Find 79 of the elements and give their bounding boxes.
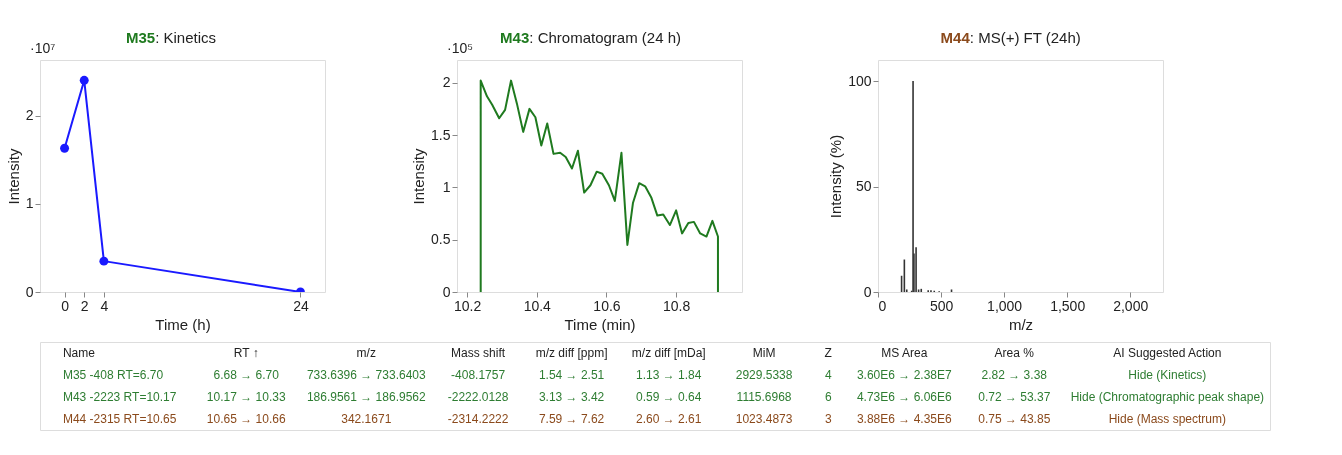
text: 1115.6968 xyxy=(736,390,792,404)
text: 1.13 → 1.84 xyxy=(636,368,702,382)
category-label: m/z diff [mDa] xyxy=(631,346,706,360)
text: M44 -2315 RT=10.65 xyxy=(62,412,177,426)
text: 2.60 → 2.61 xyxy=(636,412,702,426)
x-tick-label: 0 xyxy=(61,297,70,314)
category-label: Mass shift xyxy=(451,346,506,360)
text: M43 -2223 RT=10.17 xyxy=(62,390,177,404)
text: 733.6396 → 733.6403 xyxy=(306,368,426,382)
text: ·10⁷ xyxy=(30,40,56,56)
x-tick-label: 10.8 xyxy=(663,297,691,314)
x-tick-label: 0 xyxy=(878,297,887,314)
text: 0.75 → 43.85 xyxy=(978,412,1051,426)
text: Hide (Mass spectrum) xyxy=(1108,412,1227,426)
y-tick-label: 1 xyxy=(442,178,451,195)
x-tick-label: 24 xyxy=(293,297,309,314)
category-label: AI Suggested Action xyxy=(1113,346,1222,360)
y-tick-label: 50 xyxy=(855,178,872,195)
chart-title: M44: MS(+) FT (24h) xyxy=(940,29,1081,46)
y-tick-label: 0 xyxy=(25,283,34,300)
category-label: MS Area xyxy=(881,346,928,360)
y-tick-label: 0 xyxy=(863,283,872,300)
text: 6 xyxy=(824,390,832,404)
y-tick-label: 2 xyxy=(442,74,451,91)
y-axis-title: Intensity xyxy=(410,148,428,205)
text: Hide (Chromatographic peak shape) xyxy=(1070,390,1265,404)
text: 0.59 → 0.64 xyxy=(636,390,702,404)
chart-title: M43: Chromatogram (24 h) xyxy=(500,29,682,46)
y-tick-label: 0.5 xyxy=(431,231,451,248)
y-tick-label: 100 xyxy=(848,72,872,89)
text: 10.17 → 10.33 xyxy=(206,390,286,404)
text: 7.59 → 7.62 xyxy=(538,412,605,426)
text: 186.9561 → 186.9562 xyxy=(306,390,426,404)
category-label: m/z xyxy=(356,346,376,360)
x-tick-label: 1,000 xyxy=(987,297,1023,314)
text: 3.88E6 → 4.35E6 xyxy=(856,412,952,426)
text: 3 xyxy=(824,412,832,426)
x-axis-title: Time (min) xyxy=(564,315,636,333)
text: Hide (Kinetics) xyxy=(1128,368,1207,382)
y-tick-label: 0 xyxy=(442,283,451,300)
y-tick-label: 1 xyxy=(25,195,34,212)
text: 2929.5338 xyxy=(735,368,793,382)
text: -408.1757 xyxy=(451,368,506,382)
x-tick-label: 1,500 xyxy=(1050,297,1086,314)
category-label: Name xyxy=(62,346,96,360)
y-tick-label: 1.5 xyxy=(431,126,451,143)
x-tick-label: 2 xyxy=(80,297,89,314)
category-label: Z xyxy=(824,346,832,360)
category-label: MiM xyxy=(752,346,776,360)
text: 3.13 → 3.42 xyxy=(538,390,605,404)
text: 6.68 → 6.70 xyxy=(213,368,280,382)
text: 342.1671 xyxy=(341,412,392,426)
text: 10.65 → 10.66 xyxy=(206,412,286,426)
x-tick-label: 10.4 xyxy=(523,297,552,314)
text: ·10⁵ xyxy=(447,40,474,56)
category-label: Area % xyxy=(994,346,1035,360)
x-tick-label: 10.2 xyxy=(453,297,482,314)
category-label: RT ↑ xyxy=(233,346,259,360)
x-tick-label: 2,000 xyxy=(1113,297,1149,314)
text: 4.73E6 → 6.06E6 xyxy=(856,390,952,404)
text: 1.54 → 2.51 xyxy=(538,368,605,382)
y-tick-label: 2 xyxy=(25,107,34,124)
x-tick-label: 500 xyxy=(929,297,954,314)
text: -2222.0128 xyxy=(447,390,509,404)
category-label: m/z diff [ppm] xyxy=(535,346,608,360)
text: 2.82 → 3.38 xyxy=(981,368,1048,382)
x-axis-title: m/z xyxy=(1008,315,1034,333)
x-tick-label: 4 xyxy=(100,297,109,314)
text: 4 xyxy=(824,368,832,382)
text: 0.72 → 53.37 xyxy=(978,390,1051,404)
x-tick-label: 10.6 xyxy=(593,297,621,314)
y-axis-title: Intensity xyxy=(4,148,22,205)
chart-title: M35: Kinetics xyxy=(126,29,217,46)
text: 3.60E6 → 2.38E7 xyxy=(856,368,952,382)
text: 1023.4873 xyxy=(735,412,793,426)
text: M35 -408 RT=6.70 xyxy=(62,368,164,382)
y-axis-title: Intensity (%) xyxy=(827,134,845,219)
text: -2314.2222 xyxy=(447,412,509,426)
x-axis-title: Time (h) xyxy=(155,315,211,333)
